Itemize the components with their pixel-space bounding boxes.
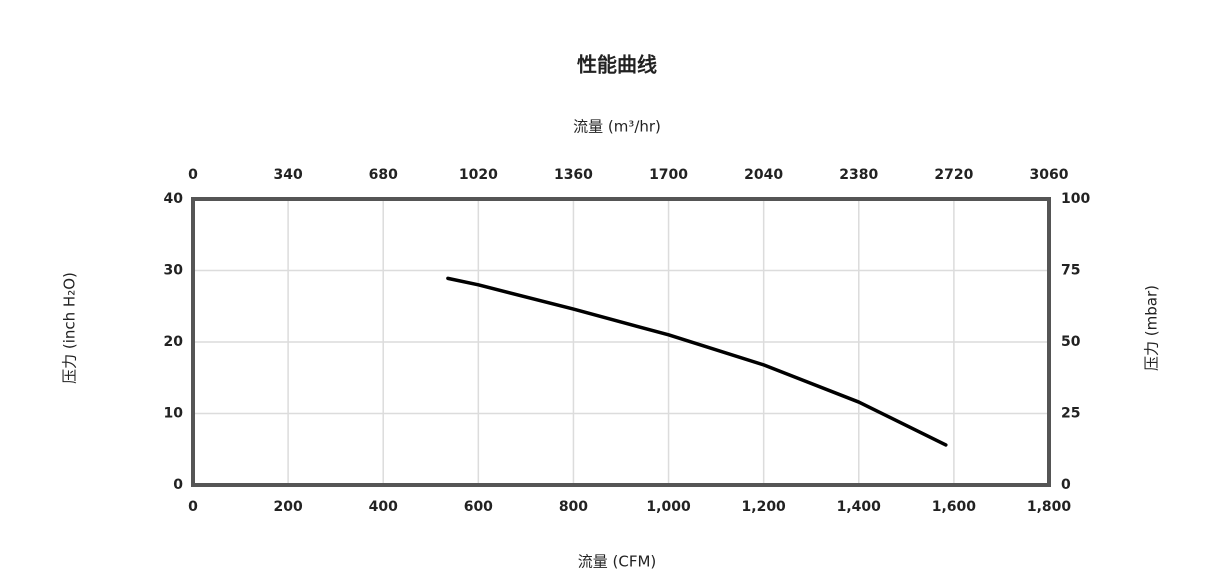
x-axis-title: 流量 (CFM) [578, 553, 657, 571]
y-tick-label: 40 [164, 191, 184, 207]
x2-axis-title: 流量 (m³/hr) [573, 118, 661, 136]
y-tick-label: 20 [164, 334, 184, 350]
x2-tick-label: 2040 [744, 167, 783, 183]
x-tick-label: 0 [188, 499, 198, 515]
y-axis-title: 压力 (inch H₂O) [61, 272, 79, 384]
x2-tick-label: 1360 [554, 167, 593, 183]
x2-tick-label: 3060 [1030, 167, 1069, 183]
x2-tick-label: 340 [273, 167, 302, 183]
x2-tick-label: 2720 [934, 167, 973, 183]
y2-tick-label: 100 [1061, 191, 1090, 207]
plot-frame [191, 197, 1051, 487]
x-tick-label: 200 [273, 499, 302, 515]
x2-tick-label: 1020 [459, 167, 498, 183]
x-tick-label: 1,600 [932, 499, 977, 515]
y2-tick-label: 0 [1061, 477, 1071, 493]
y-tick-label: 30 [164, 263, 184, 279]
x-tick-label: 400 [369, 499, 398, 515]
line [446, 276, 948, 447]
y-tick-label: 0 [173, 477, 183, 493]
y2-tick-label: 75 [1061, 263, 1080, 279]
x-tick-label: 800 [559, 499, 588, 515]
x2-tick-label: 2380 [839, 167, 878, 183]
y-tick-label: 10 [164, 406, 184, 422]
x-tick-label: 1,200 [742, 499, 787, 515]
x2-tick-label: 0 [188, 167, 198, 183]
x-tick-label: 600 [464, 499, 493, 515]
y2-axis-title: 压力 (mbar) [1143, 285, 1161, 371]
y2-tick-label: 50 [1061, 334, 1081, 350]
x-tick-label: 1,400 [837, 499, 882, 515]
chart-title: 性能曲线 [577, 53, 657, 77]
x2-tick-label: 680 [369, 167, 398, 183]
y2-tick-label: 25 [1061, 406, 1080, 422]
x2-tick-label: 1700 [649, 167, 688, 183]
x-tick-label: 1,000 [646, 499, 691, 515]
x-tick-label: 1,800 [1027, 499, 1072, 515]
